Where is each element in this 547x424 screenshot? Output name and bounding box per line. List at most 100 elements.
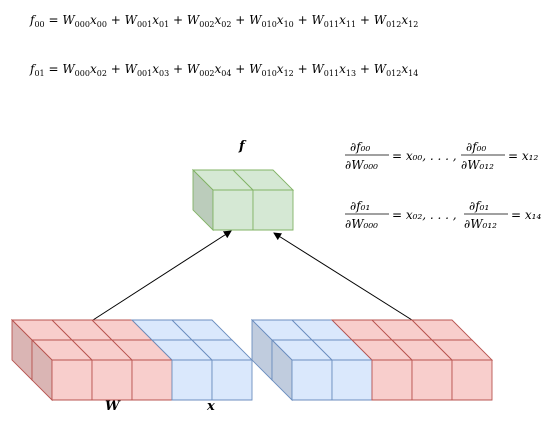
subscript: 01	[34, 69, 44, 78]
term: x	[339, 13, 346, 27]
d2-equals: = x₁₄	[511, 208, 541, 222]
subscript: 002	[199, 20, 214, 29]
term: +	[356, 13, 374, 27]
subscript: 13	[346, 69, 356, 78]
derivative-row-2: ∂f₀₁ ∂W₀₀₀ = x₀₂, . . . , ∂f₀₁ ∂W₀₁₂ = x…	[345, 199, 541, 231]
term: x	[152, 13, 159, 27]
term: f	[29, 62, 37, 76]
term: x	[152, 62, 159, 76]
term: +	[294, 62, 312, 76]
weights-label: W	[105, 399, 121, 414]
subscript: 001	[137, 69, 152, 78]
term: +	[294, 13, 312, 27]
subscript: 012	[386, 20, 401, 29]
term: =	[45, 62, 63, 76]
subscript: 002	[199, 69, 214, 78]
subscript: 010	[262, 20, 277, 29]
cube-front	[171, 359, 213, 401]
term: x	[90, 13, 97, 27]
d1-numerator: ∂f₀₁	[350, 199, 370, 213]
term: x	[277, 13, 284, 27]
d2-denominator: ∂W₀₁₂	[461, 158, 494, 172]
input-label: x	[206, 399, 215, 414]
kernel-over-input-left	[10, 318, 254, 402]
d2-numerator: ∂f₀₀	[466, 140, 486, 154]
subscript: 01	[159, 20, 169, 29]
d2-numerator: ∂f₀₁	[469, 199, 489, 213]
term: x	[90, 62, 97, 76]
cube-front	[211, 359, 253, 401]
subscript: 000	[75, 20, 90, 29]
kernel-over-input-right	[250, 318, 494, 402]
term: +	[231, 62, 249, 76]
subscript: 00	[97, 20, 107, 29]
term: x	[277, 62, 284, 76]
subscript: 14	[408, 69, 418, 78]
subscript: 11	[346, 20, 356, 29]
subscript: 011	[324, 20, 339, 29]
cube-front	[252, 189, 294, 231]
term: W	[249, 13, 263, 27]
d2-equals: = x₁₂	[508, 149, 538, 163]
subscript: 02	[97, 69, 107, 78]
d1-denominator: ∂W₀₀₀	[345, 158, 378, 172]
term: W	[374, 13, 388, 27]
d1-numerator: ∂f₀₀	[350, 140, 370, 154]
subscript: 012	[386, 69, 401, 78]
term: +	[107, 62, 125, 76]
term: W	[62, 62, 76, 76]
derivative-row-1: ∂f₀₀ ∂W₀₀₀ = x₀₀, . . . , ∂f₀₀ ∂W₀₁₂ = x…	[345, 140, 538, 172]
term: =	[45, 13, 63, 27]
term: x	[215, 13, 222, 27]
output-tensor	[191, 168, 295, 232]
subscript: 12	[284, 69, 294, 78]
subscript: 02	[221, 20, 231, 29]
cube-front	[331, 359, 373, 401]
subscript: 12	[408, 20, 418, 29]
cube-front	[131, 359, 173, 401]
term: +	[169, 62, 187, 76]
term: x	[401, 62, 408, 76]
term: +	[169, 13, 187, 27]
output-label: f	[238, 139, 247, 154]
cube-front	[451, 359, 493, 401]
equation-text: f00 = W000x00 + W001x01 + W002x02 + W010…	[29, 13, 418, 29]
term: W	[311, 13, 325, 27]
term: +	[231, 13, 249, 27]
arrow-right	[273, 232, 413, 321]
subscript: 10	[284, 20, 294, 29]
term: W	[125, 62, 139, 76]
cube-front	[291, 359, 333, 401]
cube-front	[51, 359, 93, 401]
subscript: 00	[34, 20, 44, 29]
term: x	[401, 13, 408, 27]
term: W	[125, 13, 139, 27]
subscript: 010	[262, 69, 277, 78]
term: W	[187, 62, 201, 76]
term: W	[311, 62, 325, 76]
d1-denominator: ∂W₀₀₀	[345, 217, 378, 231]
subscript: 001	[137, 20, 152, 29]
equation-f00: f00 = W000x00 + W001x01 + W002x02 + W010…	[29, 13, 418, 29]
subscript: 04	[221, 69, 231, 78]
d1-equals: = x₀₂, . . . ,	[392, 208, 457, 222]
cube-front	[212, 189, 254, 231]
equation-f01: f01 = W000x02 + W001x03 + W002x04 + W010…	[29, 62, 418, 78]
term: W	[62, 13, 76, 27]
equation-text: f01 = W000x02 + W001x03 + W002x04 + W010…	[29, 62, 418, 78]
term: W	[374, 62, 388, 76]
cube-front	[371, 359, 413, 401]
d1-equals: = x₀₀, . . . ,	[392, 149, 457, 163]
term: +	[356, 62, 374, 76]
d2-denominator: ∂W₀₁₂	[464, 217, 497, 231]
subscript: 03	[159, 69, 169, 78]
term: x	[339, 62, 346, 76]
term: +	[107, 13, 125, 27]
term: W	[187, 13, 201, 27]
term: W	[249, 62, 263, 76]
cube-front	[411, 359, 453, 401]
subscript: 011	[324, 69, 339, 78]
term: x	[215, 62, 222, 76]
subscript: 000	[75, 69, 90, 78]
cube-front	[91, 359, 133, 401]
